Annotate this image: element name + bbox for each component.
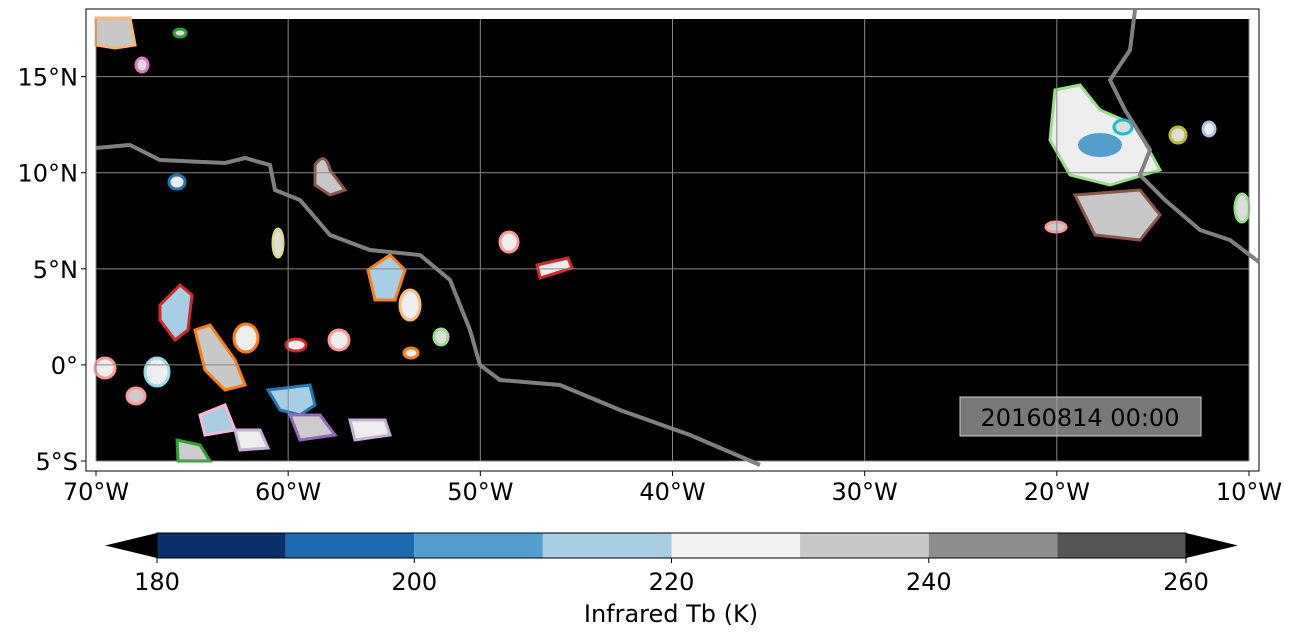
cloud-blob xyxy=(94,16,137,50)
coastlines xyxy=(95,9,1261,467)
colorbar-segment xyxy=(671,533,801,558)
timestamp-box: 20160814 00:00 xyxy=(959,396,1202,437)
cloud-blob xyxy=(1072,188,1162,242)
lon-tick-label: 20°W xyxy=(1024,478,1090,506)
cloud-blob xyxy=(432,327,450,347)
colorbar-segment xyxy=(285,533,415,558)
cloud-blob xyxy=(134,56,150,74)
cloud-blob xyxy=(366,253,407,302)
colorbar-tick-label: 180 xyxy=(134,568,180,596)
lon-tick-label: 50°W xyxy=(447,478,513,506)
cloud-blob xyxy=(233,428,271,452)
colorbar-extend-over xyxy=(1186,533,1238,558)
cloud-blob xyxy=(167,173,187,191)
cloud-blob xyxy=(125,386,147,406)
colorbar-segment xyxy=(928,533,1058,558)
gridlines xyxy=(95,19,1250,462)
colorbar: 180 200 220 240 260 Infrared Tb (K) xyxy=(105,532,1238,628)
colorbar-ticks: 180 200 220 240 260 xyxy=(134,558,1209,596)
cloud-systems xyxy=(93,16,1251,463)
cloud-blob xyxy=(535,256,574,280)
cloud-blob xyxy=(348,418,392,442)
cloud-blob xyxy=(265,383,317,417)
timestamp-label: 20160814 00:00 xyxy=(981,404,1180,432)
south-america-coast xyxy=(95,142,761,467)
cloud-blob xyxy=(93,356,117,380)
colorbar-label: Infrared Tb (K) xyxy=(584,600,758,628)
cloud-core xyxy=(1078,133,1122,157)
cloud-blob xyxy=(172,27,188,39)
colorbar-segment xyxy=(1057,533,1186,558)
colorbar-tick-label: 240 xyxy=(906,568,952,596)
cloud-blob xyxy=(284,337,308,353)
cloud-blob xyxy=(143,356,171,388)
cloud-blob xyxy=(498,230,520,254)
cloud-blob xyxy=(287,413,338,442)
cloud-blob xyxy=(327,328,351,352)
cloud-blob xyxy=(313,157,348,197)
lon-tick-labels: 70°W 60°W 50°W 40°W 30°W 20°W 10°W xyxy=(63,471,1282,506)
colorbar-tick-label: 220 xyxy=(649,568,695,596)
cloud-blob xyxy=(271,227,285,259)
colorbar-segment xyxy=(542,533,672,558)
lon-tick-label: 40°W xyxy=(639,478,705,506)
lon-tick-label: 30°W xyxy=(832,478,898,506)
lat-tick-label: 5°S xyxy=(35,448,78,476)
colorbar-extend-under xyxy=(105,533,157,558)
colorbar-tick-label: 200 xyxy=(391,568,437,596)
cloud-blob xyxy=(402,346,420,360)
cloud-blob xyxy=(193,323,248,392)
colorbar-segments xyxy=(157,533,1186,558)
cloud-blob xyxy=(1233,192,1251,224)
lat-tick-label: 5°N xyxy=(33,256,78,284)
cloud-blob xyxy=(158,282,194,343)
cloud-blob xyxy=(1044,220,1068,234)
lat-tick-label: 0° xyxy=(51,352,78,380)
cloud-blob xyxy=(398,288,422,322)
colorbar-segment xyxy=(414,533,543,558)
lat-tick-label: 15°N xyxy=(18,64,79,92)
cloud-blob xyxy=(1168,125,1188,145)
map-panel: 70°W 60°W 50°W 40°W 30°W 20°W 10°W 15°N 10°N 5°N… xyxy=(18,8,1282,506)
cloud-blob xyxy=(232,322,260,354)
africa-coast xyxy=(1107,9,1261,264)
colorbar-segment xyxy=(157,533,286,558)
lat-tick-labels: 15°N 10°N 5°N 0° 5°S xyxy=(18,64,86,476)
lon-tick-label: 70°W xyxy=(63,478,129,506)
lon-tick-label: 60°W xyxy=(255,478,321,506)
colorbar-tick-label: 260 xyxy=(1163,568,1209,596)
lat-tick-label: 10°N xyxy=(18,160,79,188)
colorbar-segment xyxy=(800,533,929,558)
cloud-blob xyxy=(1112,118,1134,136)
cloud-blob xyxy=(1201,120,1217,138)
lon-tick-label: 10°W xyxy=(1216,478,1282,506)
